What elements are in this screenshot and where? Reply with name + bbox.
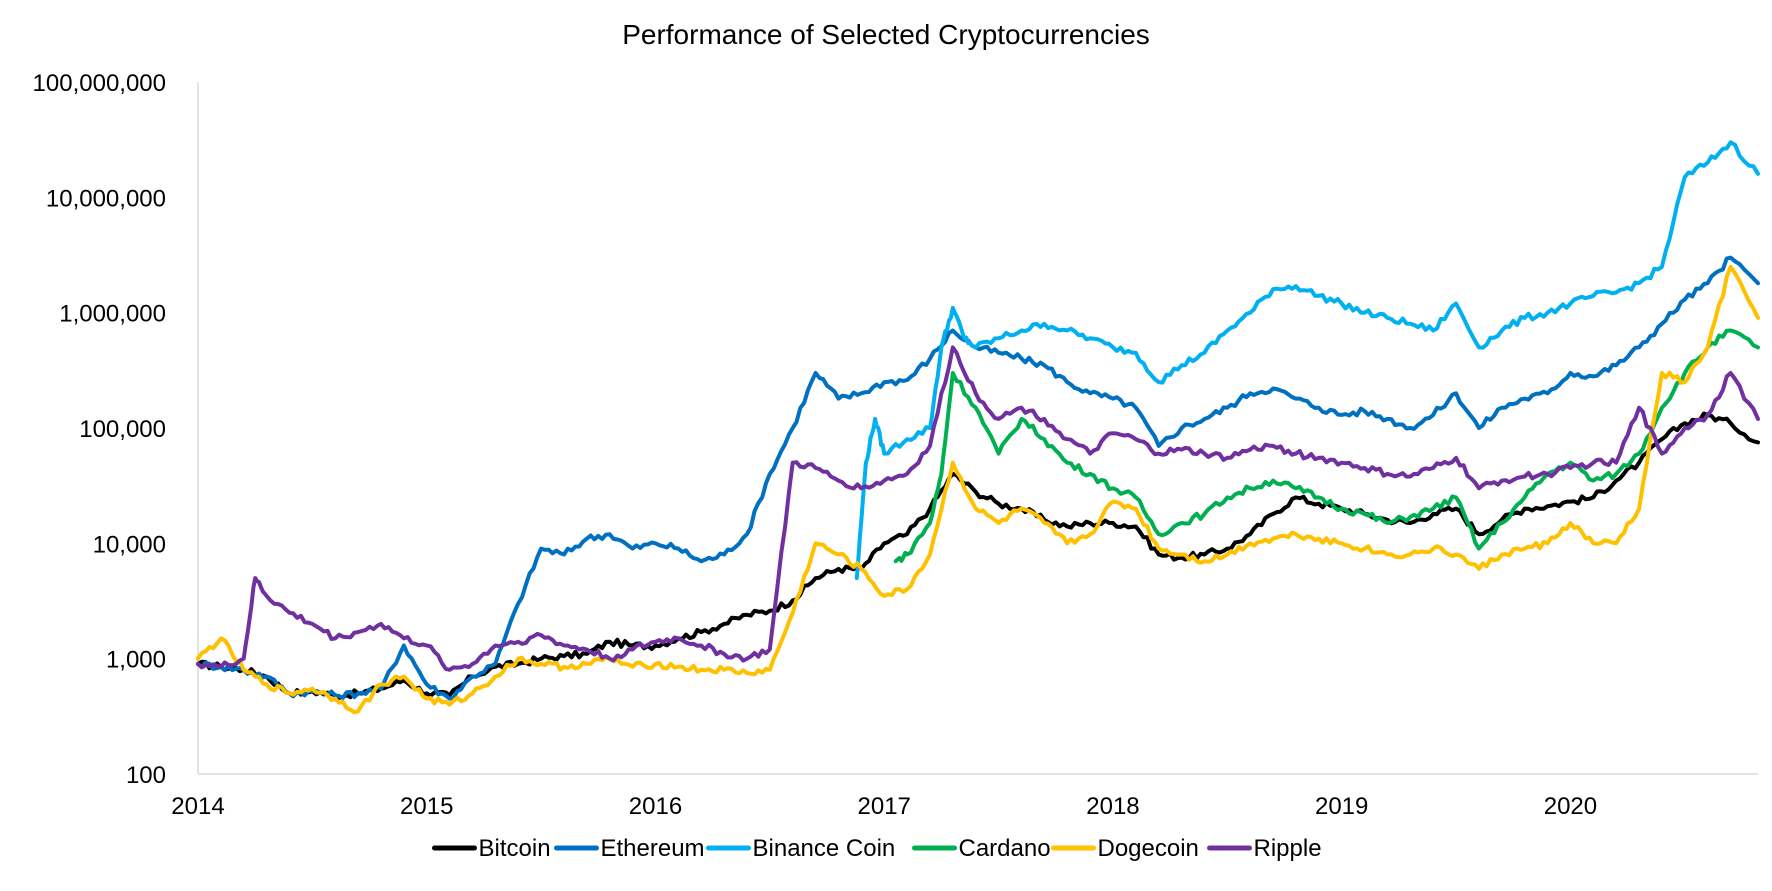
series-line-cardano (893, 328, 1760, 564)
y-tick-label: 100,000 (79, 416, 166, 443)
series-line-dogecoin (196, 264, 1760, 715)
legend-label-binance-coin: Binance Coin (753, 835, 896, 862)
legend-label-dogecoin: Dogecoin (1098, 835, 1199, 862)
series-line-ripple (196, 345, 1760, 672)
legend-label-ethereum: Ethereum (601, 835, 705, 862)
y-tick-label: 100 (126, 762, 166, 789)
series-line-bitcoin (196, 411, 1760, 700)
legend-label-ripple: Ripple (1254, 835, 1322, 862)
chart-title: Performance of Selected Cryptocurrencies (622, 19, 1150, 50)
legend-label-cardano: Cardano (959, 835, 1051, 862)
legend-label-bitcoin: Bitcoin (479, 835, 551, 862)
x-tick-label: 2016 (629, 793, 682, 820)
y-tick-label: 10,000 (93, 531, 166, 558)
x-tick-label: 2019 (1315, 793, 1368, 820)
x-tick-label: 2014 (171, 793, 224, 820)
axes (197, 82, 1758, 775)
y-axis-ticks: 100 1,000 10,000 100,000 1,000,000 10,000,000… (33, 70, 166, 789)
series-line-binance-coin (854, 140, 1760, 581)
y-tick-label: 10,000,000 (46, 185, 166, 212)
x-tick-label: 2018 (1086, 793, 1139, 820)
x-tick-label: 2015 (400, 793, 453, 820)
y-tick-label: 100,000,000 (33, 70, 166, 97)
series-layer (196, 140, 1760, 715)
x-tick-label: 2020 (1544, 793, 1597, 820)
x-axis-ticks: 2014 2015 2016 2017 2018 2019 2020 (171, 793, 1597, 820)
y-tick-label: 1,000,000 (59, 301, 166, 328)
legend: Bitcoin Ethereum Binance Coin Cardano Dogeco… (432, 835, 1322, 862)
x-tick-label: 2017 (858, 793, 911, 820)
y-tick-label: 1,000 (106, 647, 166, 674)
